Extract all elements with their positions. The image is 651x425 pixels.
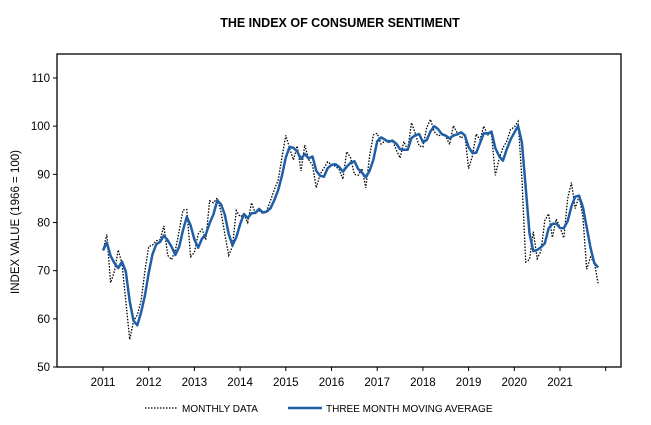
x-tick-label: 2018 — [410, 377, 436, 389]
x-tick-label: 2012 — [136, 377, 162, 389]
x-tick-label: 2011 — [91, 377, 116, 389]
y-tick-label: 100 — [31, 121, 50, 133]
x-tick-label: 2021 — [547, 377, 573, 389]
y-tick-label: 50 — [37, 362, 50, 374]
series-monthly-data-line — [102, 117, 599, 340]
x-tick-label: 2013 — [182, 377, 208, 389]
x-tick-label: 2015 — [273, 377, 299, 389]
y-tick-label: 80 — [37, 218, 50, 230]
legend-label-moving-average: THREE MONTH MOVING AVERAGE — [326, 404, 493, 415]
x-tick-label: 2017 — [364, 377, 390, 389]
y-tick-label: 70 — [37, 266, 50, 278]
plot-frame — [56, 53, 622, 368]
x-tick-label: 2020 — [502, 377, 528, 389]
y-axis-label: INDEX VALUE (1966 = 100) — [10, 150, 22, 294]
x-tick-label: 2014 — [227, 377, 253, 389]
chart-title: THE INDEX OF CONSUMER SENTIMENT — [220, 16, 460, 30]
y-tick-label: 60 — [37, 314, 50, 326]
series-moving-average-line — [101, 124, 600, 327]
legend: MONTHLY DATA THREE MONTH MOVING AVERAGE — [145, 404, 493, 415]
y-tick-label: 90 — [37, 169, 50, 181]
x-tick-label: 2016 — [319, 377, 345, 389]
legend-label-monthly: MONTHLY DATA — [182, 404, 258, 415]
x-tick-label: 2019 — [456, 377, 482, 389]
y-tick-label: 110 — [32, 73, 50, 85]
